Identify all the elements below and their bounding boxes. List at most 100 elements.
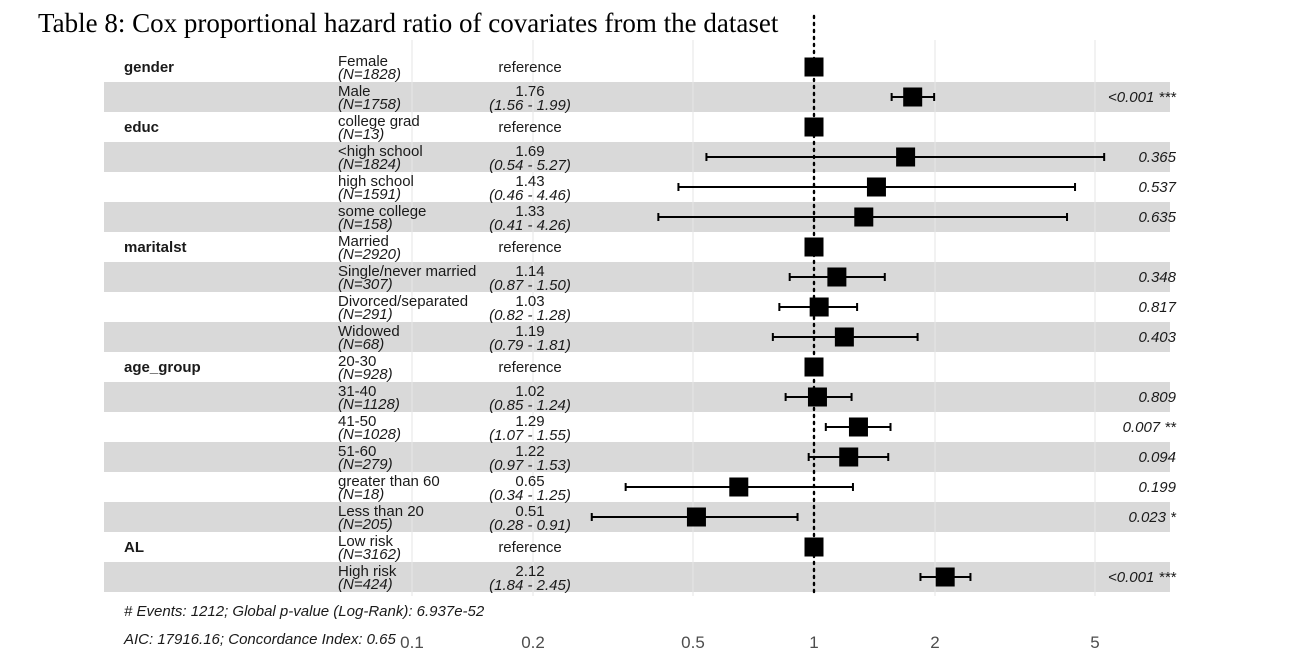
hr-value: 1.19 xyxy=(515,323,544,340)
n-label: (N=307) xyxy=(338,276,393,293)
ci-value: (0.54 - 5.27) xyxy=(489,157,571,174)
p-value: <0.001 *** xyxy=(1108,89,1177,106)
level-label: Divorced/separated xyxy=(338,293,468,310)
level-label: Less than 20 xyxy=(338,503,424,520)
n-label: (N=1128) xyxy=(338,396,400,413)
level-label: 51-60 xyxy=(338,443,376,460)
n-label: (N=1828) xyxy=(338,66,401,83)
level-label: high school xyxy=(338,173,414,190)
n-label: (N=1824) xyxy=(338,156,401,173)
ci-value: (1.56 - 1.99) xyxy=(489,97,571,114)
hazard-ratio-point xyxy=(827,267,847,287)
ci-value: (0.85 - 1.24) xyxy=(489,397,571,414)
hazard-ratio-point xyxy=(686,507,706,527)
x-tick-label: 0.2 xyxy=(521,633,545,652)
ci-value: (0.79 - 1.81) xyxy=(489,337,571,354)
footnote-events: # Events: 1212; Global p-value (Log-Rank… xyxy=(124,603,485,620)
hazard-ratio-point xyxy=(804,357,824,377)
n-label: (N=1591) xyxy=(338,186,401,203)
hr-value: reference xyxy=(498,59,561,76)
n-label: (N=13) xyxy=(338,126,384,143)
n-label: (N=68) xyxy=(338,336,384,353)
variable-label: educ xyxy=(124,119,159,136)
hr-value: 1.29 xyxy=(515,413,544,430)
p-value: 0.403 xyxy=(1138,329,1176,346)
p-value: 0.365 xyxy=(1138,149,1176,166)
hazard-ratio-point xyxy=(804,117,824,137)
variable-label: maritalst xyxy=(124,239,187,256)
hr-value: 1.76 xyxy=(515,83,544,100)
n-label: (N=205) xyxy=(338,516,393,533)
p-value: 0.635 xyxy=(1138,209,1176,226)
hr-value: reference xyxy=(498,119,561,136)
hazard-ratio-point xyxy=(804,57,824,77)
p-value: 0.817 xyxy=(1138,299,1176,316)
variable-label: age_group xyxy=(124,359,201,376)
p-value: 0.537 xyxy=(1138,179,1176,196)
row-stripe xyxy=(104,82,1170,112)
table-title: Table 8: Cox proportional hazard ratio o… xyxy=(38,8,779,38)
variable-label: AL xyxy=(124,539,144,556)
p-value: 0.199 xyxy=(1138,479,1176,496)
row-stripe xyxy=(104,382,1170,412)
hr-value: 2.12 xyxy=(515,563,544,580)
hr-value: 1.22 xyxy=(515,443,544,460)
hazard-ratio-point xyxy=(839,447,859,467)
ci-value: (0.28 - 0.91) xyxy=(489,517,571,534)
n-label: (N=3162) xyxy=(338,546,401,563)
hr-value: 1.02 xyxy=(515,383,544,400)
level-label: Married xyxy=(338,233,389,250)
p-value: 0.023 * xyxy=(1128,509,1177,526)
level-label: some college xyxy=(338,203,426,220)
hazard-ratio-point xyxy=(848,417,868,437)
hr-value: 1.03 xyxy=(515,293,544,310)
level-label: college grad xyxy=(338,113,420,130)
n-label: (N=18) xyxy=(338,486,384,503)
x-tick-label: 1 xyxy=(809,633,818,652)
n-label: (N=291) xyxy=(338,306,393,323)
hr-value: 1.14 xyxy=(515,263,544,280)
level-label: greater than 60 xyxy=(338,473,440,490)
level-label: Low risk xyxy=(338,533,394,550)
ci-value: (0.97 - 1.53) xyxy=(489,457,571,474)
hazard-ratio-point xyxy=(866,177,886,197)
ci-value: (1.84 - 2.45) xyxy=(489,577,571,594)
ci-value: (0.46 - 4.46) xyxy=(489,187,571,204)
hr-value: reference xyxy=(498,239,561,256)
hazard-ratio-point xyxy=(729,477,749,497)
row-stripe xyxy=(104,562,1170,592)
x-tick-label: 2 xyxy=(930,633,939,652)
hr-value: 1.33 xyxy=(515,203,544,220)
hazard-ratio-point xyxy=(896,147,916,167)
level-label: 31-40 xyxy=(338,383,376,400)
level-label: Single/never married xyxy=(338,263,476,280)
ci-value: (1.07 - 1.55) xyxy=(489,427,571,444)
hazard-ratio-point xyxy=(903,87,923,107)
level-label: Female xyxy=(338,53,388,70)
n-label: (N=928) xyxy=(338,366,393,383)
level-label: <high school xyxy=(338,143,423,160)
n-label: (N=1028) xyxy=(338,426,401,443)
hazard-ratio-point xyxy=(809,297,829,317)
ci-value: (0.41 - 4.26) xyxy=(489,217,571,234)
hazard-ratio-point xyxy=(834,327,854,347)
ci-value: (0.87 - 1.50) xyxy=(489,277,571,294)
n-label: (N=1758) xyxy=(338,96,401,113)
hazard-ratio-point xyxy=(854,207,874,227)
hr-value: reference xyxy=(498,539,561,556)
level-label: Male xyxy=(338,83,371,100)
row-stripe xyxy=(104,442,1170,472)
footnote-aic: AIC: 17916.16; Concordance Index: 0.65 xyxy=(123,631,397,648)
hr-value: 0.65 xyxy=(515,473,544,490)
hr-value: 1.43 xyxy=(515,173,544,190)
x-tick-label: 0.1 xyxy=(400,633,424,652)
level-label: Widowed xyxy=(338,323,400,340)
level-label: High risk xyxy=(338,563,397,580)
level-label: 20-30 xyxy=(338,353,376,370)
hr-value: reference xyxy=(498,359,561,376)
hr-value: 1.69 xyxy=(515,143,544,160)
variable-label: gender xyxy=(124,59,174,76)
hazard-ratio-point xyxy=(807,387,827,407)
n-label: (N=279) xyxy=(338,456,393,473)
